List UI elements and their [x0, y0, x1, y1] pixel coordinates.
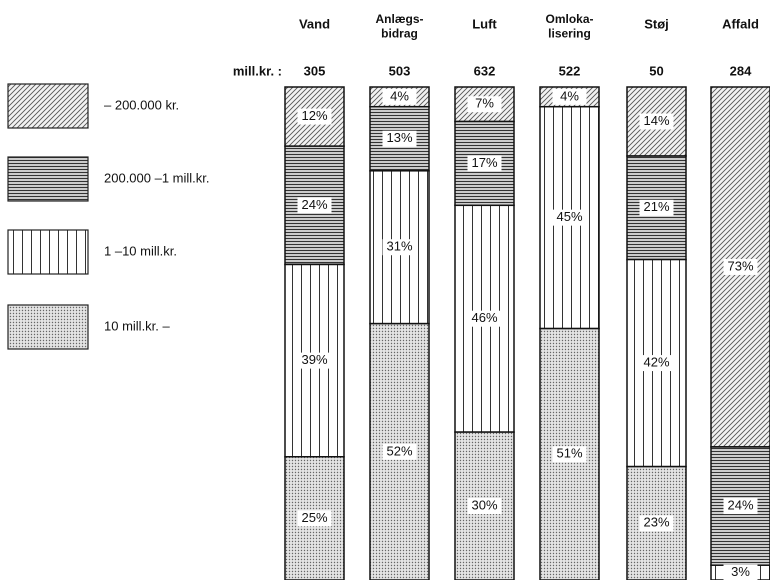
- value-label: 45%: [556, 209, 582, 224]
- value-label: 25%: [301, 510, 327, 525]
- value-label: 52%: [386, 443, 412, 458]
- total-label: 305: [304, 63, 326, 78]
- category-label: Anlægs-bidrag: [376, 12, 424, 40]
- category-label: Vand: [299, 16, 330, 31]
- label-bg: [297, 197, 332, 214]
- label-bg: [723, 498, 758, 515]
- value-label: 3%: [731, 564, 750, 579]
- category-label: Støj: [644, 16, 669, 31]
- label-bg: [297, 108, 332, 125]
- value-label: 30%: [471, 497, 497, 512]
- value-label: 7%: [475, 96, 494, 111]
- label-bg: [552, 446, 587, 463]
- label-bg: [552, 209, 587, 226]
- value-label: 4%: [390, 88, 409, 103]
- total-label: 284: [730, 63, 752, 78]
- label-bg: [382, 130, 417, 147]
- value-label: 24%: [727, 497, 753, 512]
- label-bg: [467, 155, 502, 172]
- value-label: 51%: [556, 446, 582, 461]
- legend-label: 200.000 –1 mill.kr.: [104, 170, 210, 185]
- value-label: 12%: [301, 108, 327, 123]
- label-bg: [382, 443, 417, 460]
- value-label: 42%: [643, 355, 669, 370]
- label-bg: [723, 564, 758, 580]
- total-label: 632: [474, 63, 496, 78]
- label-bg: [467, 96, 502, 113]
- value-label: 24%: [301, 197, 327, 212]
- value-label: 14%: [643, 113, 669, 128]
- label-bg: [723, 258, 758, 275]
- totals-label: mill.kr. :: [233, 63, 282, 78]
- value-label: 17%: [471, 155, 497, 170]
- label-bg: [467, 310, 502, 327]
- label-bg: [552, 88, 587, 105]
- value-label: 31%: [386, 239, 412, 254]
- label-bg: [639, 113, 674, 130]
- total-label: 50: [649, 63, 663, 78]
- legend-label: – 200.000 kr.: [104, 97, 179, 112]
- label-bg: [297, 510, 332, 527]
- value-label: 73%: [727, 258, 753, 273]
- category-label: Affald: [722, 16, 759, 31]
- legend-swatch: [7, 229, 89, 275]
- label-bg: [382, 239, 417, 256]
- value-label: 39%: [301, 352, 327, 367]
- legend-label: 10 mill.kr. –: [104, 318, 171, 333]
- legend-swatch: [7, 304, 89, 350]
- value-label: 46%: [471, 310, 497, 325]
- label-bg: [382, 88, 417, 105]
- legend-swatch: [7, 156, 89, 202]
- total-label: 522: [559, 63, 581, 78]
- category-label: Omloka-lisering: [545, 12, 593, 40]
- value-label: 21%: [643, 199, 669, 214]
- label-bg: [639, 199, 674, 216]
- total-label: 503: [389, 63, 411, 78]
- legend-label: 1 –10 mill.kr.: [104, 243, 177, 258]
- label-bg: [297, 352, 332, 369]
- label-bg: [639, 355, 674, 372]
- value-label: 4%: [560, 88, 579, 103]
- label-bg: [467, 498, 502, 515]
- category-label: Luft: [472, 16, 497, 31]
- legend-swatch: [7, 83, 89, 129]
- value-label: 23%: [643, 515, 669, 530]
- label-bg: [639, 515, 674, 532]
- value-label: 13%: [386, 130, 412, 145]
